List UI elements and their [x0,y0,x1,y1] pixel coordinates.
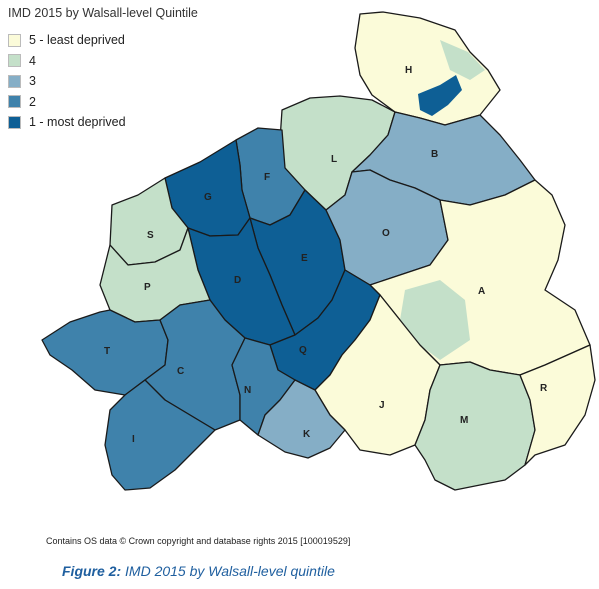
legend-swatch [8,54,21,68]
ward-label: T [104,346,110,357]
map-legend: 5 - least deprived 4 3 2 1 - most depriv… [8,30,126,133]
legend-label: 5 - least deprived [29,33,125,48]
ward-label: E [301,253,308,264]
ward-label: C [177,366,184,377]
ward-patch-A [400,280,470,360]
legend-swatch [8,33,21,47]
ward-label: Q [299,345,307,356]
legend-item-4: 4 [8,51,126,72]
legend-label: 1 - most deprived [29,115,126,130]
ward-label: D [234,275,241,286]
legend-item-2: 2 [8,92,126,113]
map-credit: Contains OS data © Crown copyright and d… [46,536,351,546]
ward-area-K [257,379,346,459]
legend-label: 3 [29,74,36,89]
ward-label: B [431,149,438,160]
ward-label: L [331,154,337,165]
ward-label: J [379,400,385,411]
ward-label: F [264,172,270,183]
caption-label: Figure 2: [62,563,122,579]
legend-swatch [8,74,21,88]
ward-patch-H [418,75,462,116]
ward-label: I [132,434,135,445]
legend-title: IMD 2015 by Walsall-level Quintile [8,6,198,20]
ward-label: R [540,383,548,394]
legend-item-1: 1 - most deprived [8,112,126,133]
legend-swatch [8,115,21,129]
legend-label: 2 [29,94,36,109]
ward-label: P [144,282,151,293]
ward-label: G [204,192,212,203]
legend-swatch [8,95,21,109]
ward-area-R [519,344,596,466]
ward-label: M [460,415,468,426]
ward-label: K [303,429,311,440]
ward-area-I [104,379,216,491]
legend-item-3: 3 [8,71,126,92]
ward-label: A [478,286,485,297]
ward-label: H [405,65,412,76]
ward-label: O [382,228,390,239]
ward-label: S [147,230,154,241]
legend-item-5: 5 - least deprived [8,30,126,51]
legend-label: 4 [29,53,36,68]
figure-caption: Figure 2: IMD 2015 by Walsall-level quin… [62,563,335,579]
ward-patch-H2 [440,40,485,80]
ward-label: N [244,385,251,396]
caption-text: IMD 2015 by Walsall-level quintile [121,563,335,579]
ward-area-M [414,361,536,491]
